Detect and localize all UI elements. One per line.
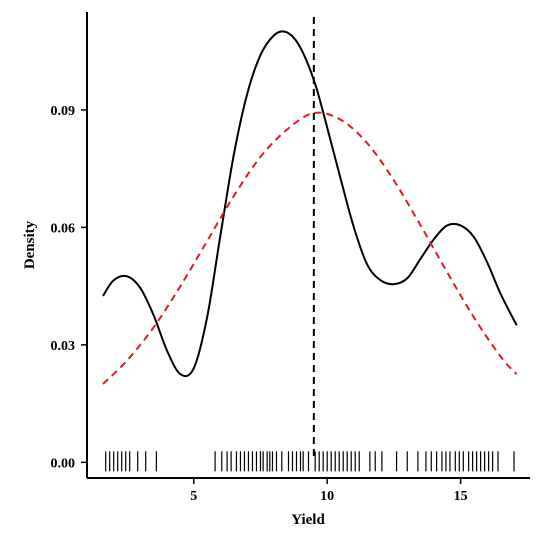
- y-tick-label: 0.09: [51, 104, 76, 119]
- rug-marks: [105, 451, 515, 472]
- y-tick-label: 0.03: [51, 339, 76, 354]
- normal-curve-line: [102, 111, 518, 385]
- x-tick-label: 10: [320, 489, 334, 504]
- y-tick-label: 0.06: [51, 221, 76, 236]
- y-tick-label: 0.00: [51, 456, 76, 471]
- x-tick-label: 15: [454, 489, 468, 504]
- density-curve-line: [102, 30, 518, 378]
- x-tick-label: 5: [190, 489, 197, 504]
- x-axis-ticks: 5 10 15: [190, 478, 468, 504]
- series-layer: [102, 30, 518, 385]
- x-axis-title: Yield: [291, 512, 325, 528]
- y-axis-ticks: 0.00 0.03 0.06 0.09: [51, 104, 87, 471]
- y-axis-title: Density: [22, 220, 38, 269]
